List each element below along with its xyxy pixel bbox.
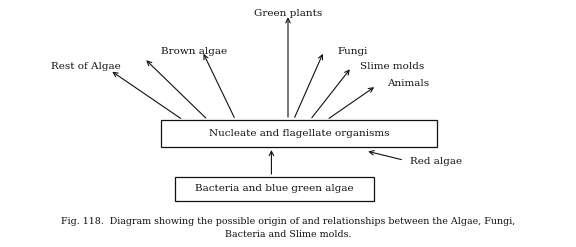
Text: Animals: Animals xyxy=(388,79,430,88)
Text: Bacteria and Slime molds.: Bacteria and Slime molds. xyxy=(225,230,351,239)
Text: Brown algae: Brown algae xyxy=(161,47,227,56)
Bar xyxy=(161,120,437,147)
Text: Slime molds: Slime molds xyxy=(360,62,424,71)
Text: Fig. 118.  Diagram showing the possible origin of and relationships between the : Fig. 118. Diagram showing the possible o… xyxy=(61,217,515,226)
Text: Rest of Algae: Rest of Algae xyxy=(51,62,121,71)
Text: Green plants: Green plants xyxy=(254,9,322,18)
Text: Fungi: Fungi xyxy=(338,47,368,56)
Text: Nucleate and flagellate organisms: Nucleate and flagellate organisms xyxy=(209,129,389,138)
Text: Red algae: Red algae xyxy=(410,157,462,166)
Text: Bacteria and blue green algae: Bacteria and blue green algae xyxy=(195,184,354,193)
Bar xyxy=(175,177,374,201)
